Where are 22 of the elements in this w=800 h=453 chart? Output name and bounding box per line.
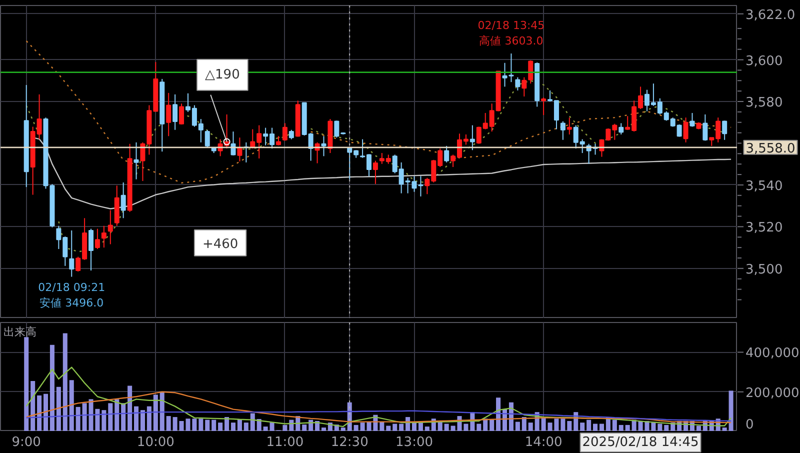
x-tick-label: 9:00 — [12, 435, 41, 450]
annotation: +460 — [202, 236, 238, 252]
x-tick-label: 10:00 — [136, 435, 174, 450]
y-tick-label: 3,520 — [746, 220, 783, 236]
y-tick-label: 400,000 — [746, 346, 800, 362]
text: 2025/02/18 14:45 — [582, 435, 699, 450]
x-tick-label: 11:00 — [266, 435, 304, 450]
annotation: 02/18 13:45 高値 3603.0 — [478, 18, 545, 48]
chart-title: 出来高 — [4, 326, 36, 338]
annotation: △190 — [205, 67, 240, 82]
y-tick-label: 3,600 — [746, 54, 783, 69]
y-tick-label: 3,540 — [746, 178, 783, 194]
x-tick-label: 14:00 — [524, 435, 562, 450]
ref-line-label: 3,558.0 — [746, 141, 796, 156]
x-tick-label: 13:00 — [396, 435, 433, 450]
y-tick-label: 3,580 — [746, 95, 783, 110]
y-tick-label: 0 — [746, 418, 754, 432]
y-tick-label: 3,500 — [746, 262, 783, 278]
y-tick-label: 200,000 — [746, 386, 800, 401]
x-tick-label: 12:30 — [330, 435, 368, 450]
y-tick-label: 3,622.0 — [746, 8, 796, 23]
annotation: 02/18 09:21 安値 3496.0 — [38, 280, 106, 310]
